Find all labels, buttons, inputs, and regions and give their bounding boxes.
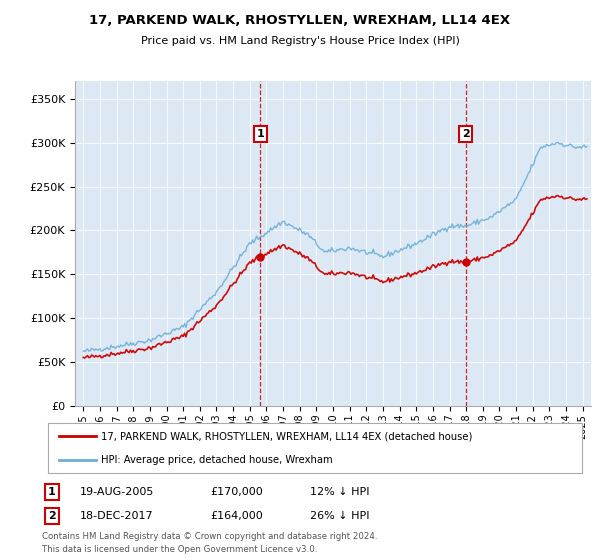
Text: 2: 2 <box>48 511 56 521</box>
Text: 26% ↓ HPI: 26% ↓ HPI <box>310 511 370 521</box>
Text: 1: 1 <box>257 129 265 139</box>
Text: Price paid vs. HM Land Registry's House Price Index (HPI): Price paid vs. HM Land Registry's House … <box>140 36 460 46</box>
Text: Contains HM Land Registry data © Crown copyright and database right 2024.
This d: Contains HM Land Registry data © Crown c… <box>42 532 377 554</box>
Text: 19-AUG-2005: 19-AUG-2005 <box>80 487 154 497</box>
Text: 17, PARKEND WALK, RHOSTYLLEN, WREXHAM, LL14 4EX: 17, PARKEND WALK, RHOSTYLLEN, WREXHAM, L… <box>89 14 511 27</box>
Text: 18-DEC-2017: 18-DEC-2017 <box>80 511 154 521</box>
Text: 12% ↓ HPI: 12% ↓ HPI <box>310 487 370 497</box>
Text: 17, PARKEND WALK, RHOSTYLLEN, WREXHAM, LL14 4EX (detached house): 17, PARKEND WALK, RHOSTYLLEN, WREXHAM, L… <box>101 431 473 441</box>
Text: 1: 1 <box>48 487 56 497</box>
Text: HPI: Average price, detached house, Wrexham: HPI: Average price, detached house, Wrex… <box>101 455 333 465</box>
Text: £164,000: £164,000 <box>210 511 263 521</box>
Text: £170,000: £170,000 <box>210 487 263 497</box>
Text: 2: 2 <box>462 129 470 139</box>
